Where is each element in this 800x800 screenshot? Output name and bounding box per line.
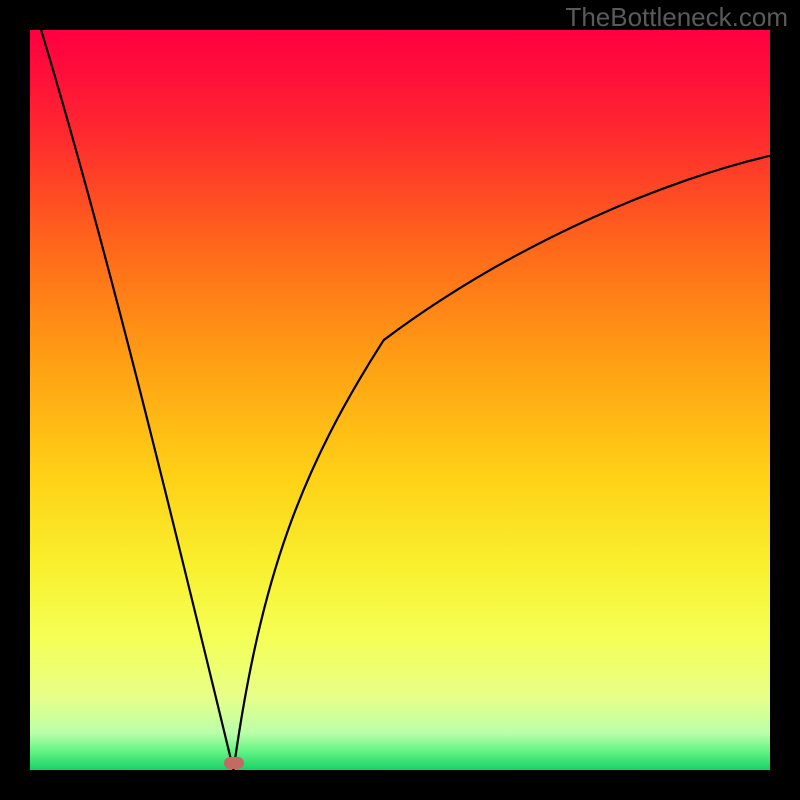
curve-svg (30, 30, 770, 770)
watermark-text: TheBottleneck.com (565, 2, 788, 33)
minimum-marker (224, 757, 244, 769)
bottleneck-curve (41, 30, 770, 770)
chart-container: TheBottleneck.com (0, 0, 800, 800)
plot-area (30, 30, 770, 770)
